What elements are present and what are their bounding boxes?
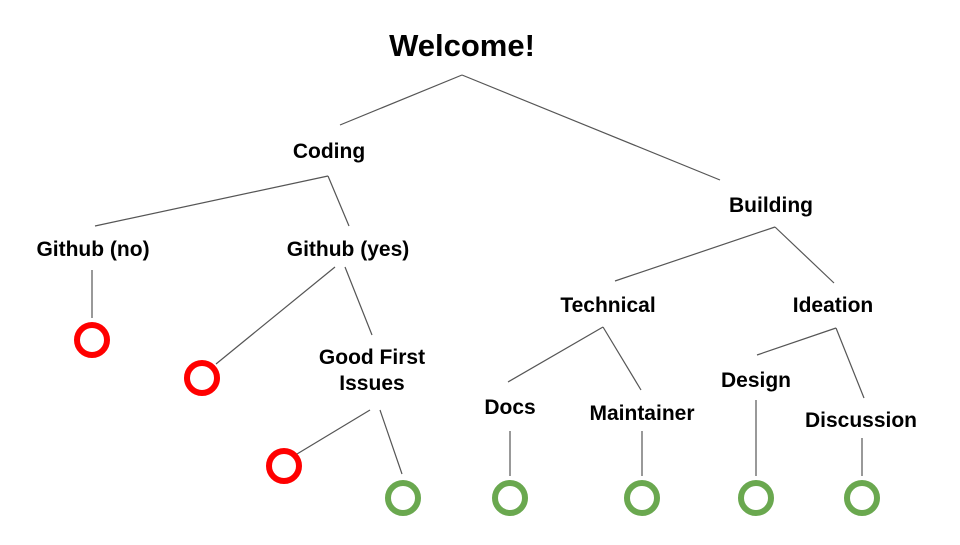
node-discussion: Discussion xyxy=(804,409,918,432)
edge-technical-maintainer xyxy=(602,326,642,391)
node-github-yes: Github (yes) xyxy=(286,238,410,261)
edge-ideation-design xyxy=(756,327,837,356)
edge-technical-docs xyxy=(507,326,604,383)
node-building: Building xyxy=(729,194,813,217)
edge-coding-github-no xyxy=(94,175,329,227)
fail-ring-icon xyxy=(266,448,302,484)
success-ring-icon xyxy=(844,480,880,516)
edge-welcome-building xyxy=(461,74,721,181)
edge-welcome-coding xyxy=(339,74,463,126)
fail-ring-icon xyxy=(74,322,110,358)
node-github-no: Github (no) xyxy=(36,238,150,261)
node-good-first-issues: Good First Issues xyxy=(318,346,426,395)
diagram-title: Welcome! xyxy=(389,28,535,63)
edge-good-first-ring-right xyxy=(379,409,403,475)
fail-ring-icon xyxy=(184,360,220,396)
node-technical: Technical xyxy=(560,294,656,317)
node-maintainer: Maintainer xyxy=(589,402,695,425)
node-coding: Coding xyxy=(292,140,366,163)
success-ring-icon xyxy=(385,480,421,516)
success-ring-icon xyxy=(624,480,660,516)
edge-good-first-ring-left xyxy=(296,409,371,455)
edge-ideation-discussion xyxy=(835,327,865,399)
success-ring-icon xyxy=(492,480,528,516)
edge-building-ideation xyxy=(774,226,835,284)
node-docs: Docs xyxy=(484,396,536,419)
node-design: Design xyxy=(720,369,792,392)
edge-coding-github-yes xyxy=(327,175,350,227)
edge-github-yes-ring xyxy=(215,266,336,365)
success-ring-icon xyxy=(738,480,774,516)
edge-building-technical xyxy=(614,226,776,282)
edge-github-yes-good-first xyxy=(344,266,373,336)
node-ideation: Ideation xyxy=(792,294,874,317)
